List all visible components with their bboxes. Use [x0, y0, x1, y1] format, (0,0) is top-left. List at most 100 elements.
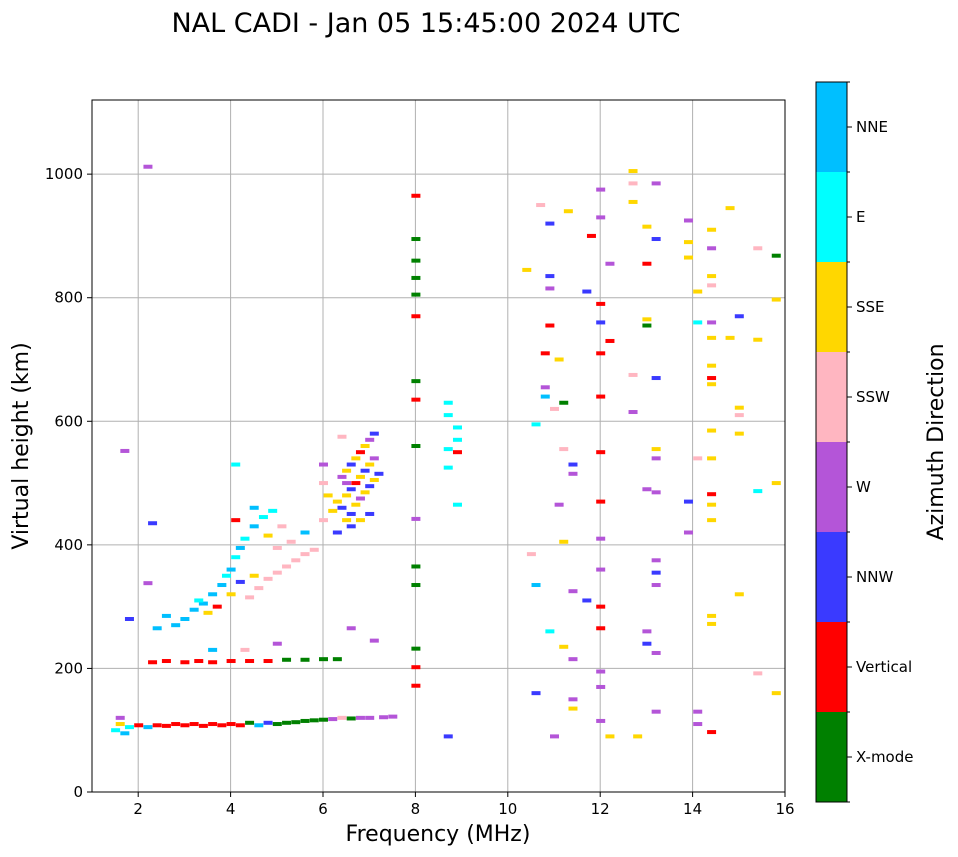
- echo-point: [642, 487, 652, 492]
- echo-point: [161, 723, 171, 728]
- x-tick-label: 8: [411, 800, 421, 818]
- echo-point: [148, 660, 158, 665]
- echo-point: [286, 539, 296, 544]
- echo-point: [707, 613, 717, 618]
- echo-point: [540, 394, 550, 399]
- echo-point: [545, 629, 555, 634]
- echo-point: [596, 394, 606, 399]
- echo-point: [282, 657, 292, 662]
- echo-point: [642, 317, 652, 322]
- echo-point: [554, 502, 564, 507]
- echo-point: [300, 530, 310, 535]
- colorbar-label: X-mode: [856, 748, 913, 766]
- echo-point: [332, 657, 342, 662]
- echo-point: [365, 462, 375, 467]
- echo-point: [707, 492, 717, 497]
- echo-point: [568, 706, 578, 711]
- echo-point: [411, 258, 421, 263]
- echo-point: [707, 320, 717, 325]
- echo-point: [605, 338, 615, 343]
- echo-point: [411, 683, 421, 688]
- echo-point: [120, 448, 130, 453]
- echo-point: [328, 508, 338, 513]
- echo-point: [568, 462, 578, 467]
- echo-point: [323, 493, 333, 498]
- echo-point: [351, 502, 361, 507]
- echo-point: [707, 621, 717, 626]
- echo-point: [291, 558, 301, 563]
- echo-point: [369, 477, 379, 482]
- echo-point: [194, 659, 204, 664]
- echo-point: [217, 723, 227, 728]
- echo-point: [596, 301, 606, 306]
- echo-point: [596, 536, 606, 541]
- echo-point: [734, 413, 744, 418]
- echo-point: [707, 730, 717, 735]
- echo-point: [152, 723, 162, 728]
- echo-point: [596, 604, 606, 609]
- echo-point: [545, 323, 555, 328]
- echo-point: [217, 583, 227, 588]
- echo-point: [693, 722, 703, 727]
- echo-point: [628, 410, 638, 415]
- echo-point: [707, 283, 717, 288]
- x-axis: 2 4 6 8 10 12 14 16: [133, 792, 795, 818]
- echo-point: [365, 437, 375, 442]
- echo-point: [337, 715, 347, 720]
- echo-point: [642, 629, 652, 634]
- echo-point: [194, 598, 204, 603]
- echo-point: [707, 274, 717, 279]
- echo-point: [411, 379, 421, 384]
- echo-point: [374, 471, 384, 476]
- x-tick-label: 10: [498, 800, 517, 818]
- echo-point: [263, 659, 273, 664]
- echo-point: [642, 261, 652, 266]
- echo-point: [605, 261, 615, 266]
- echo-point: [369, 431, 379, 436]
- echo-point: [263, 576, 273, 581]
- echo-point: [651, 570, 661, 575]
- echo-point: [124, 725, 134, 730]
- echo-point: [189, 722, 199, 727]
- colorbar-label: Vertical: [856, 658, 912, 676]
- echo-point: [651, 447, 661, 452]
- colorbar-label: SSW: [856, 388, 890, 406]
- echo-point: [240, 647, 250, 652]
- echo-point: [443, 413, 453, 418]
- echo-point: [651, 181, 661, 186]
- echo-point: [452, 502, 462, 507]
- echo-point: [161, 613, 171, 618]
- echo-point: [379, 715, 389, 720]
- echo-point: [707, 363, 717, 368]
- echo-point: [180, 660, 190, 665]
- y-axis: 0 200 400 600 800 1000: [45, 165, 92, 801]
- chart-title: NAL CADI - Jan 05 15:45:00 2024 UTC: [171, 8, 680, 39]
- echo-point: [642, 323, 652, 328]
- echo-point: [411, 665, 421, 670]
- echo-point: [212, 604, 222, 609]
- echo-point: [332, 530, 342, 535]
- echo-point: [342, 493, 352, 498]
- echo-point: [249, 524, 259, 529]
- echo-point: [226, 722, 236, 727]
- echo-point: [208, 592, 218, 597]
- echo-point: [300, 718, 310, 723]
- echo-point: [452, 450, 462, 455]
- echo-point: [134, 723, 144, 728]
- echo-point: [771, 481, 781, 486]
- echo-point: [337, 505, 347, 510]
- echo-point: [258, 515, 268, 520]
- echo-point: [360, 490, 370, 495]
- echo-point: [683, 218, 693, 223]
- echo-point: [545, 221, 555, 226]
- echo-point: [596, 567, 606, 572]
- echo-point: [568, 589, 578, 594]
- echo-point: [369, 456, 379, 461]
- echo-point: [355, 715, 365, 720]
- echo-point: [115, 722, 125, 727]
- echo-point: [771, 253, 781, 258]
- colorbar-label: SSE: [856, 298, 885, 316]
- echo-point: [309, 718, 319, 723]
- echo-point: [596, 718, 606, 723]
